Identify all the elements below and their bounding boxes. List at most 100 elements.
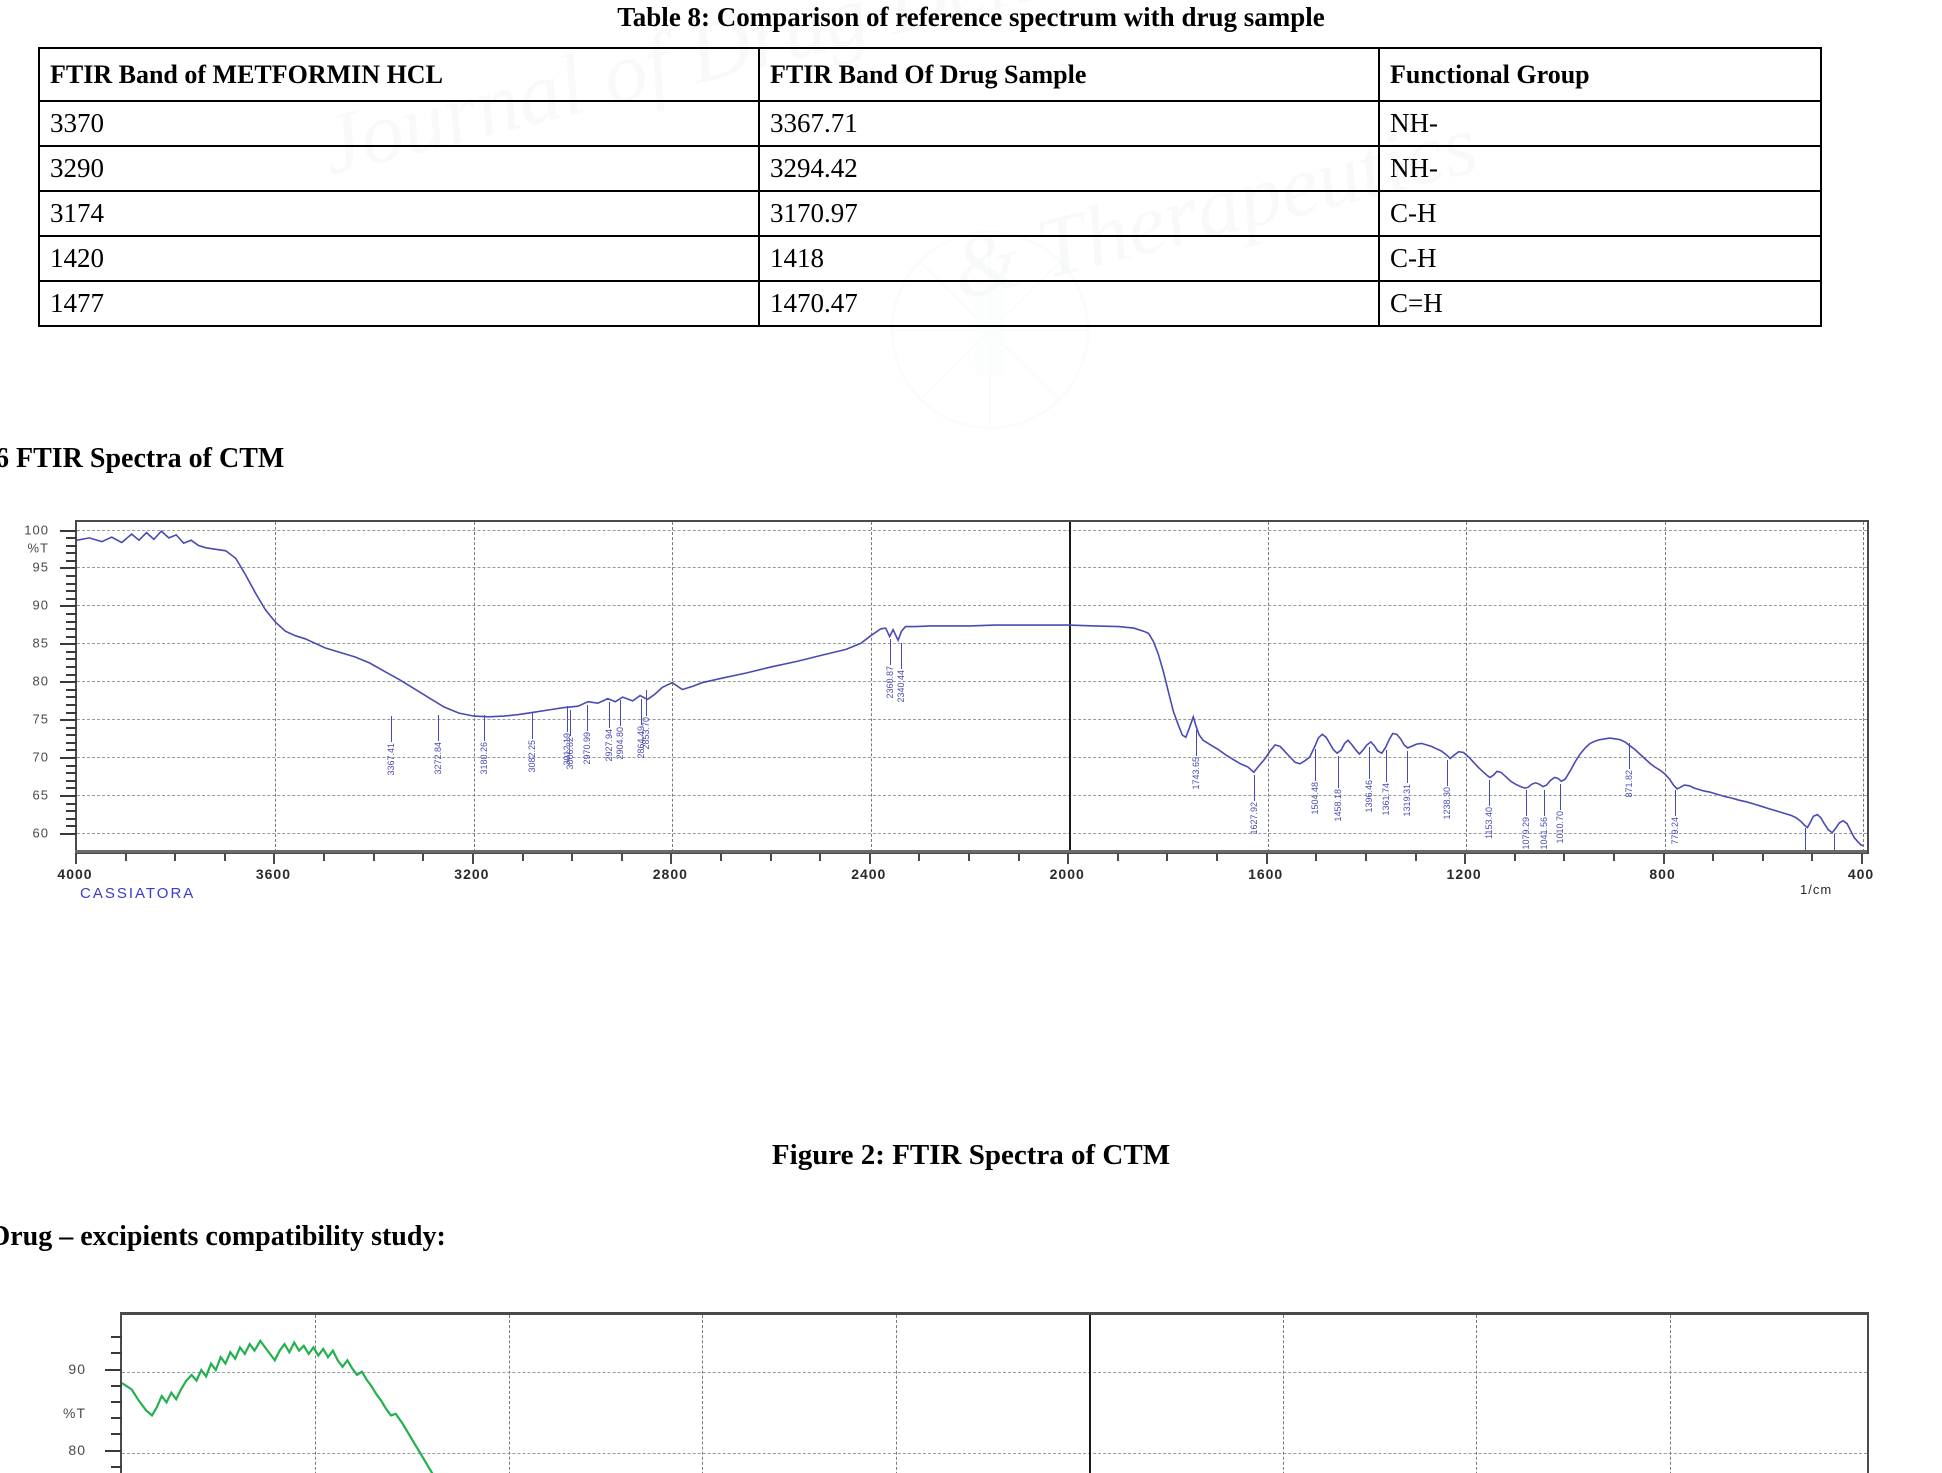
x-axis-minor-tick	[719, 853, 722, 861]
peak-label: 1361.74	[1380, 783, 1391, 816]
column-header-sample-band: FTIR Band Of Drug Sample	[758, 47, 1380, 102]
peak-stem	[569, 709, 571, 736]
cell-reference-band: 3174	[38, 190, 760, 237]
gridline-vertical	[1664, 522, 1666, 852]
peak-label: 1504.48	[1310, 782, 1321, 815]
peak-label: 779.24	[1669, 817, 1680, 845]
y-axis-minor-tick	[66, 612, 77, 615]
y-axis-tick-label: 90	[68, 1360, 86, 1377]
y-axis-tick	[60, 643, 77, 646]
peak-label: 1396.46	[1363, 780, 1374, 813]
table-row: 3174 3170.97 C-H	[38, 190, 1822, 237]
y-axis-minor-tick	[66, 703, 77, 706]
y-axis-minor-tick	[66, 666, 77, 669]
y-axis-minor-tick	[66, 575, 77, 578]
y-axis-minor-tick	[66, 817, 77, 820]
y-axis-tick-label: 65	[32, 787, 49, 803]
peak-stem	[1628, 742, 1630, 769]
gridline-horizontal	[77, 529, 1867, 531]
gridline-vertical	[702, 1315, 704, 1473]
peak-stem	[1804, 828, 1806, 852]
column-header-functional-group: Functional Group	[1378, 47, 1822, 102]
y-axis-tick	[60, 529, 77, 532]
cell-reference-band: 1420	[38, 235, 760, 282]
y-axis-minor-tick	[111, 1401, 122, 1404]
x-axis-tick-label: 1600	[1248, 866, 1284, 882]
y-axis-minor-tick	[66, 544, 77, 547]
peak-stem	[1447, 760, 1449, 787]
y-axis-minor-tick	[66, 711, 77, 714]
y-axis-minor-tick	[111, 1433, 122, 1436]
y-axis-tick	[105, 1368, 122, 1371]
x-axis-minor-tick	[521, 853, 524, 861]
x-axis-minor-tick	[1216, 853, 1219, 861]
y-axis-tick-label: 75	[32, 711, 49, 727]
x-axis-minor-tick	[174, 853, 177, 861]
gridline-vertical	[672, 522, 674, 852]
y-axis-minor-tick	[66, 620, 77, 623]
peak-stem	[1368, 747, 1370, 780]
spectrum-trace	[77, 529, 1863, 847]
y-axis-tick-label: 60	[32, 825, 49, 841]
column-header-reference-band: FTIR Band of METFORMIN HCL	[38, 47, 760, 102]
excipient-y-axis: 90 80 %T	[0, 1312, 122, 1473]
x-axis-minor-tick	[372, 853, 375, 861]
x-axis-minor-tick	[1364, 853, 1367, 861]
x-axis-minor-tick	[1712, 853, 1715, 861]
x-axis-tick	[1662, 853, 1665, 864]
y-axis-tick	[60, 567, 77, 570]
x-axis-tick	[273, 853, 276, 864]
y-axis-minor-tick	[66, 590, 77, 593]
peak-stem	[890, 639, 892, 666]
cell-sample-band: 3367.71	[758, 100, 1380, 147]
y-axis-minor-tick	[66, 635, 77, 638]
comparison-table: FTIR Band of METFORMIN HCL FTIR Band Of …	[38, 47, 1822, 327]
table-row: 3290 3294.42 NH-	[38, 145, 1822, 192]
peak-label: 2927.94	[603, 728, 614, 762]
y-axis-name: %T	[63, 1405, 86, 1422]
peak-label: 3180.26	[478, 742, 489, 775]
x-axis-minor-tick	[124, 853, 127, 861]
cell-reference-band: 3370	[38, 100, 760, 147]
gridline-horizontal	[77, 794, 1867, 796]
peak-label: 3367.41	[386, 743, 397, 776]
cell-sample-band: 3294.42	[758, 145, 1380, 192]
gridline-vertical	[1466, 522, 1468, 852]
peak-stem	[1544, 789, 1546, 816]
gridline-horizontal	[77, 681, 1867, 683]
y-axis-minor-tick	[66, 696, 77, 699]
x-axis-minor-tick	[1811, 853, 1814, 861]
peak-stem	[1196, 729, 1198, 756]
peak-stem	[1407, 750, 1409, 783]
y-axis-minor-tick	[66, 772, 77, 775]
y-axis-tick	[60, 794, 77, 797]
y-axis-minor-tick	[111, 1352, 122, 1355]
peak-label: 2904.80	[615, 727, 626, 760]
gridline-horizontal	[77, 643, 1867, 645]
y-axis-tick	[105, 1449, 122, 1452]
x-axis-tick-label: 800	[1649, 866, 1676, 882]
x-axis-minor-tick	[918, 853, 921, 861]
x-axis-tick	[75, 853, 77, 864]
peak-stem	[640, 698, 642, 725]
peak-label: 1627.92	[1248, 802, 1259, 835]
x-axis-tick	[471, 853, 474, 864]
peak-label: 3272.84	[432, 741, 443, 775]
peak-label: 1743.65	[1191, 756, 1202, 790]
sample-name-label: CASSIATORA	[80, 885, 196, 902]
y-axis-tick-label: 80	[68, 1441, 86, 1458]
y-axis-minor-tick	[66, 787, 77, 790]
cell-sample-band: 1470.47	[758, 280, 1380, 327]
gridline-vertical	[275, 522, 277, 852]
cell-functional-group: C-H	[1378, 235, 1822, 282]
ftir-plot-area: 3367.41 3272.84 3180.26 3082.25 3006.82 3012.…	[75, 520, 1869, 854]
gridline-horizontal	[122, 1371, 1867, 1373]
x-axis-minor-tick	[571, 853, 574, 861]
x-axis-tick	[1265, 853, 1268, 864]
x-axis-tick-label: 3600	[255, 866, 292, 882]
gridline-vertical	[1863, 522, 1864, 852]
gridline-horizontal	[77, 757, 1867, 759]
table-header-row: FTIR Band of METFORMIN HCL FTIR Band Of …	[38, 47, 1822, 102]
peak-stem	[567, 706, 569, 733]
peak-stem	[532, 713, 534, 740]
